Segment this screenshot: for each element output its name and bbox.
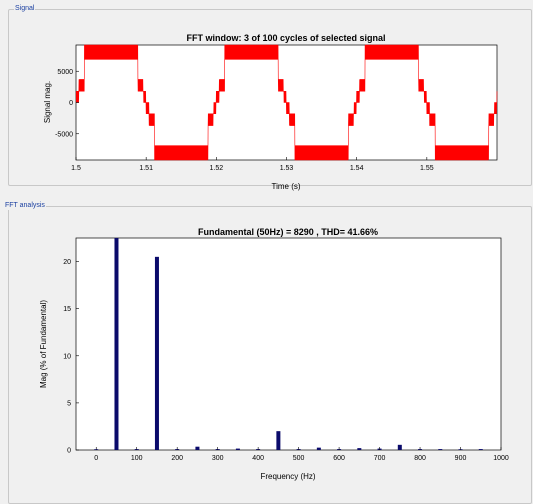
signal-y-tick-label: 5000 — [57, 69, 73, 76]
fft-bar — [478, 449, 483, 450]
signal-x-tick-label: 1.54 — [350, 165, 364, 172]
fft-chart: Fundamental (50Hz) = 8290 , THD= 41.66% … — [39, 227, 509, 481]
fft-bar — [276, 431, 281, 450]
signal-x-axis-label: Time (s) — [271, 182, 300, 191]
signal-panel — [8, 9, 532, 186]
signal-chart-title: FFT window: 3 of 100 cycles of selected … — [186, 33, 385, 43]
fft-x-tick-label: 0 — [94, 455, 98, 462]
fft-bar — [316, 447, 321, 450]
fft-analysis-panel-label: FFT analysis — [4, 201, 46, 210]
fft-bar — [235, 448, 240, 450]
fft-x-tick-label: 100 — [131, 455, 143, 462]
fft-bar — [397, 444, 402, 450]
fft-bar — [357, 448, 362, 450]
fft-x-tick-label: 500 — [293, 455, 305, 462]
signal-y-tick-label: -5000 — [55, 131, 73, 138]
signal-series — [75, 44, 498, 161]
fft-bar — [154, 256, 159, 450]
signal-x-tick-label: 1.5 — [71, 165, 81, 172]
fft-x-tick-label: 400 — [252, 455, 264, 462]
signal-x-tick-label: 1.51 — [139, 165, 153, 172]
signal-x-tick-label: 1.52 — [210, 165, 224, 172]
fft-x-tick-label: 200 — [171, 455, 183, 462]
fft-x-tick-label: 300 — [212, 455, 224, 462]
fft-bar — [195, 446, 200, 450]
fft-y-axis-label: Mag (% of Fundamental) — [39, 300, 48, 388]
fft-y-tick-label: 15 — [63, 306, 71, 313]
fft-y-tick-label: 0 — [67, 448, 71, 455]
signal-chart: FFT window: 3 of 100 cycles of selected … — [43, 33, 498, 191]
fft-x-tick-label: 700 — [374, 455, 386, 462]
signal-y-tick-label: 0 — [69, 100, 73, 107]
fft-y-tick-label: 10 — [63, 353, 71, 360]
fft-x-tick-label: 600 — [333, 455, 345, 462]
fft-x-tick-label: 900 — [455, 455, 467, 462]
fft-bar — [438, 449, 443, 450]
signal-x-tick-label: 1.53 — [280, 165, 294, 172]
fft-x-axis-label: Frequency (Hz) — [260, 472, 315, 481]
fft-y-tick-label: 5 — [67, 400, 71, 407]
fft-x-tick-label: 800 — [414, 455, 426, 462]
signal-x-tick-label: 1.55 — [420, 165, 434, 172]
fft-chart-title: Fundamental (50Hz) = 8290 , THD= 41.66% — [198, 227, 378, 237]
signal-y-axis-label: Signal mag. — [43, 81, 52, 123]
fft-x-tick-label: 1000 — [493, 455, 509, 462]
fft-bar — [114, 238, 119, 450]
signal-series-line — [75, 44, 498, 161]
fft-y-tick-label: 20 — [63, 259, 71, 266]
fft-plot-area — [75, 237, 502, 451]
signal-panel-label: Signal — [14, 4, 36, 13]
